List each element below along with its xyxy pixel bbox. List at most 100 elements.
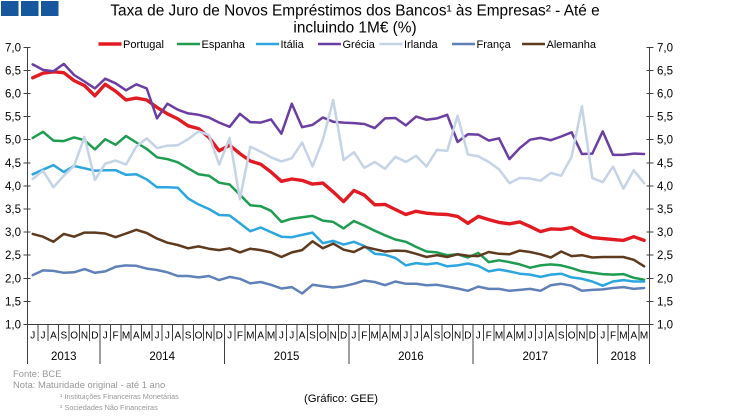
svg-text:A: A <box>630 331 637 342</box>
svg-text:5,0: 5,0 <box>657 135 673 147</box>
svg-text:3,0: 3,0 <box>5 227 21 239</box>
svg-text:J: J <box>155 331 160 342</box>
svg-text:J: J <box>165 331 170 342</box>
svg-text:6,0: 6,0 <box>5 89 21 101</box>
svg-text:S: S <box>185 331 192 342</box>
svg-text:2014: 2014 <box>149 351 175 363</box>
svg-text:Irlanda: Irlanda <box>404 39 439 51</box>
svg-text:2,0: 2,0 <box>5 273 21 285</box>
svg-text:J: J <box>476 331 481 342</box>
svg-text:5,5: 5,5 <box>657 112 673 124</box>
svg-text:D: D <box>91 331 98 342</box>
svg-text:J: J <box>289 331 294 342</box>
svg-text:A: A <box>257 331 264 342</box>
svg-text:S: S <box>309 331 316 342</box>
svg-text:A: A <box>423 331 430 342</box>
svg-text:M: M <box>619 331 627 342</box>
svg-text:J: J <box>351 331 356 342</box>
svg-text:2018: 2018 <box>611 351 637 363</box>
svg-text:5,0: 5,0 <box>5 135 21 147</box>
svg-text:F: F <box>610 331 616 342</box>
svg-text:S: S <box>558 331 565 342</box>
svg-text:Alemanha: Alemanha <box>547 39 597 51</box>
svg-text:2,5: 2,5 <box>5 250 21 262</box>
svg-text:N: N <box>330 331 337 342</box>
svg-text:A: A <box>50 331 57 342</box>
svg-text:Fonte: BCE: Fonte: BCE <box>13 368 61 379</box>
svg-text:M: M <box>267 331 275 342</box>
svg-text:N: N <box>578 331 585 342</box>
svg-text:O: O <box>443 331 451 342</box>
svg-text:¹ Instituições Financeiras Mon: ¹ Instituições Financeiras Monetárias <box>60 392 179 401</box>
svg-text:Nota: Maturidade original - at: Nota: Maturidade original - até 1 ano <box>13 379 165 390</box>
svg-text:M: M <box>143 331 151 342</box>
svg-text:A: A <box>547 331 554 342</box>
svg-text:6,0: 6,0 <box>657 89 673 101</box>
svg-text:A: A <box>133 331 140 342</box>
svg-text:J: J <box>41 331 46 342</box>
svg-text:4,0: 4,0 <box>657 181 673 193</box>
svg-text:S: S <box>434 331 441 342</box>
svg-text:4,0: 4,0 <box>5 181 21 193</box>
svg-text:O: O <box>568 331 576 342</box>
svg-text:O: O <box>70 331 78 342</box>
svg-text:3,0: 3,0 <box>657 227 673 239</box>
svg-text:2015: 2015 <box>274 351 300 363</box>
svg-text:D: D <box>464 331 471 342</box>
svg-text:J: J <box>414 331 419 342</box>
svg-text:J: J <box>227 331 232 342</box>
svg-text:Espanha: Espanha <box>202 39 246 51</box>
svg-text:D: D <box>340 331 347 342</box>
svg-text:3,5: 3,5 <box>657 204 673 216</box>
svg-text:F: F <box>361 331 367 342</box>
svg-text:1,5: 1,5 <box>657 296 673 308</box>
svg-text:D: D <box>589 331 596 342</box>
svg-text:O: O <box>195 331 203 342</box>
svg-text:J: J <box>403 331 408 342</box>
svg-text:² Sociedades Não Financeiras: ² Sociedades Não Financeiras <box>60 403 158 412</box>
svg-text:(Gráfico: GEE): (Gráfico: GEE) <box>304 393 378 405</box>
svg-text:S: S <box>60 331 67 342</box>
svg-text:M: M <box>371 331 379 342</box>
svg-text:M: M <box>391 331 399 342</box>
svg-text:Grécia: Grécia <box>343 39 376 51</box>
svg-text:3,5: 3,5 <box>5 204 21 216</box>
svg-text:D: D <box>216 331 223 342</box>
svg-text:A: A <box>382 331 389 342</box>
svg-text:N: N <box>81 331 88 342</box>
svg-text:A: A <box>506 331 513 342</box>
svg-text:Itália: Itália <box>281 39 305 51</box>
svg-text:F: F <box>113 331 119 342</box>
svg-text:1,0: 1,0 <box>657 320 673 332</box>
svg-text:1,5: 1,5 <box>5 296 21 308</box>
svg-text:O: O <box>319 331 327 342</box>
svg-text:F: F <box>237 331 243 342</box>
svg-text:6,5: 6,5 <box>5 65 21 77</box>
svg-text:J: J <box>103 331 108 342</box>
svg-text:J: J <box>600 331 605 342</box>
svg-text:N: N <box>454 331 461 342</box>
svg-text:M: M <box>640 331 648 342</box>
svg-text:4,5: 4,5 <box>657 158 673 170</box>
svg-text:F: F <box>486 331 492 342</box>
svg-text:M: M <box>495 331 503 342</box>
svg-text:J: J <box>279 331 284 342</box>
svg-text:7,0: 7,0 <box>657 42 673 54</box>
svg-text:incluindo 1M€ (%): incluindo 1M€ (%) <box>293 20 416 37</box>
svg-text:5,5: 5,5 <box>5 112 21 124</box>
svg-text:Portugal: Portugal <box>123 39 164 51</box>
svg-text:A: A <box>299 331 306 342</box>
svg-text:2,0: 2,0 <box>657 273 673 285</box>
svg-text:4,5: 4,5 <box>5 158 21 170</box>
svg-text:7,0: 7,0 <box>5 42 21 54</box>
svg-text:2013: 2013 <box>51 351 77 363</box>
svg-text:J: J <box>538 331 543 342</box>
svg-text:2,5: 2,5 <box>657 250 673 262</box>
svg-text:J: J <box>30 331 35 342</box>
svg-text:N: N <box>205 331 212 342</box>
svg-text:2016: 2016 <box>398 351 424 363</box>
svg-text:J: J <box>528 331 533 342</box>
svg-text:M: M <box>246 331 254 342</box>
svg-text:6,5: 6,5 <box>657 65 673 77</box>
svg-text:A: A <box>174 331 181 342</box>
